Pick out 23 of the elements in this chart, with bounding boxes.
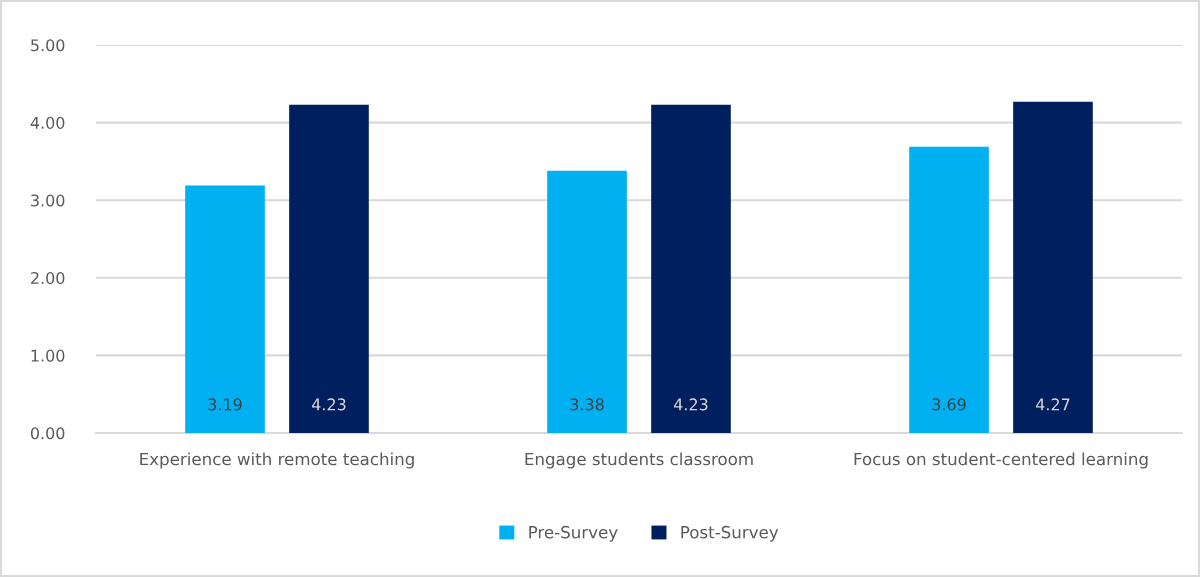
data-label: 4.27: [1035, 398, 1070, 411]
bar: [651, 104, 731, 433]
legend-label: Post-Survey: [681, 525, 779, 542]
data-label: 3.69: [932, 398, 966, 411]
x-tick-label: Engage students classroom: [525, 452, 753, 469]
x-tick-label: Focus on student-centered learning: [854, 452, 1148, 469]
bar: [547, 170, 627, 433]
y-tick-label: 3.00: [31, 194, 65, 207]
y-tick-label: 0.00: [30, 427, 65, 440]
y-tick-label: 2.00: [31, 272, 65, 285]
bar: [185, 185, 265, 433]
data-label: 4.23: [673, 398, 708, 411]
y-tick-label: 1.00: [31, 349, 65, 362]
bar: [289, 104, 369, 433]
x-tick-label: Experience with remote teaching: [140, 452, 414, 469]
bar: [909, 146, 989, 433]
data-label: 3.19: [208, 398, 242, 411]
y-tick-label: 5.00: [31, 39, 65, 52]
bar: [1013, 101, 1093, 433]
legend-label: Pre-Survey: [529, 525, 618, 542]
data-label: 3.38: [570, 398, 604, 411]
data-label: 4.23: [311, 398, 346, 411]
y-tick-label: 4.00: [30, 116, 65, 129]
